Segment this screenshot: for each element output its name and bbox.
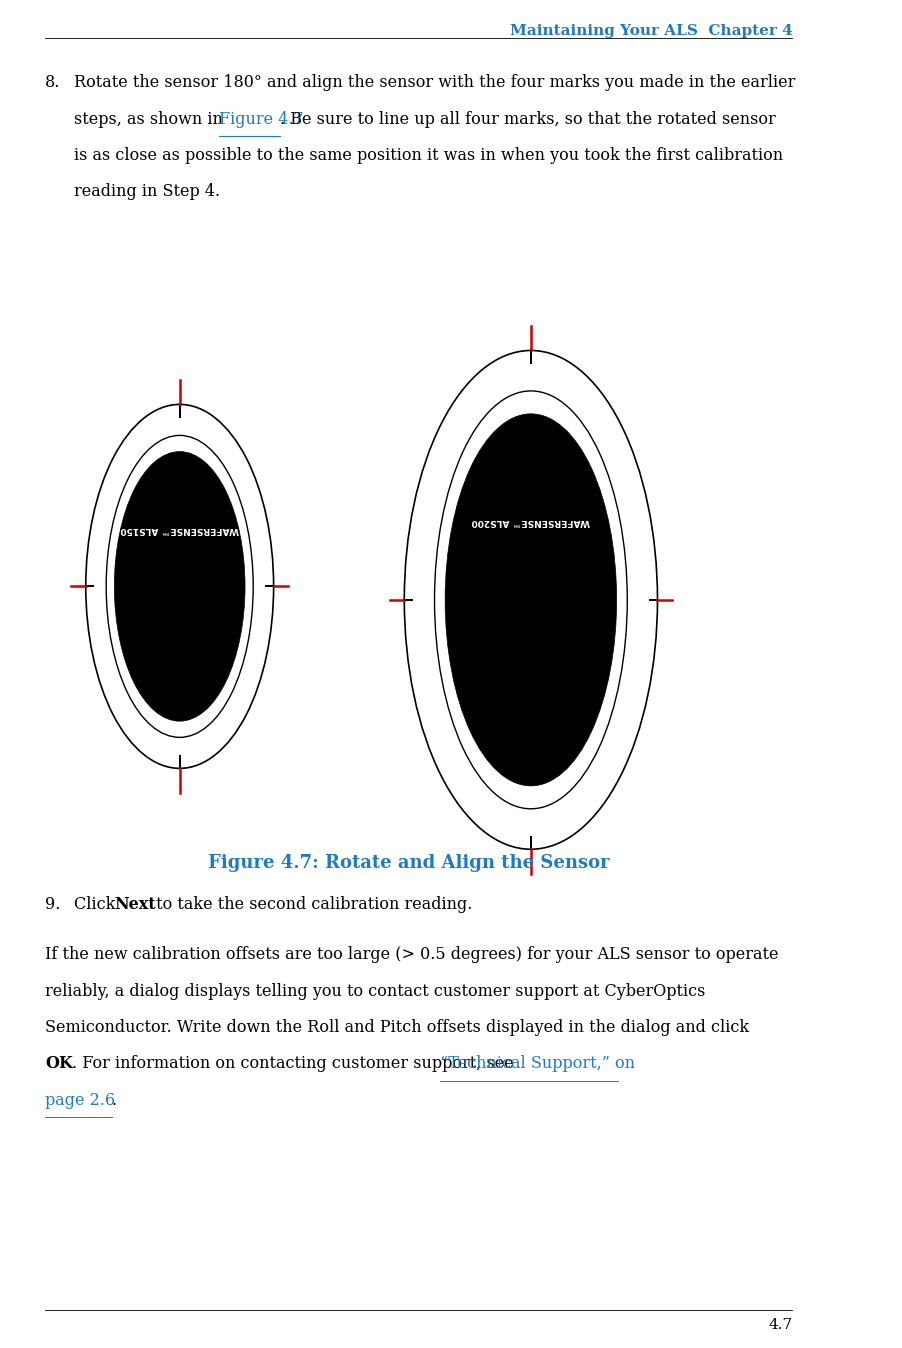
Ellipse shape (106, 435, 253, 737)
Text: “Technical Support,” on: “Technical Support,” on (440, 1055, 635, 1073)
Text: WAFERSENSE™ ALS150: WAFERSENSE™ ALS150 (121, 526, 239, 534)
Text: Figure 4.7: Figure 4.7 (219, 111, 304, 128)
Text: reading in Step 4.: reading in Step 4. (73, 183, 219, 201)
Text: Rotate the sensor 180° and align the sensor with the four marks you made in the : Rotate the sensor 180° and align the sen… (73, 74, 795, 92)
Text: page 2.6: page 2.6 (45, 1092, 115, 1109)
Text: reliably, a dialog displays telling you to contact customer support at CyberOpti: reliably, a dialog displays telling you … (45, 983, 705, 1000)
Ellipse shape (115, 452, 245, 721)
Text: Maintaining Your ALS  Chapter 4: Maintaining Your ALS Chapter 4 (510, 24, 792, 38)
Ellipse shape (445, 414, 617, 786)
Text: .: . (112, 1092, 117, 1109)
Text: Semiconductor. Write down the Roll and Pitch offsets displayed in the dialog and: Semiconductor. Write down the Roll and P… (45, 1019, 749, 1037)
Text: is as close as possible to the same position it was in when you took the first c: is as close as possible to the same posi… (73, 147, 783, 164)
Text: . Be sure to line up all four marks, so that the rotated sensor: . Be sure to line up all four marks, so … (281, 111, 776, 128)
Text: WAFERSENSE™ ALS200: WAFERSENSE™ ALS200 (472, 518, 590, 526)
Text: OK: OK (45, 1055, 73, 1073)
Text: steps, as shown in: steps, as shown in (73, 111, 227, 128)
Ellipse shape (435, 391, 627, 809)
Text: 9.: 9. (45, 896, 60, 914)
Text: to take the second calibration reading.: to take the second calibration reading. (152, 896, 473, 914)
Ellipse shape (86, 404, 273, 768)
Text: Next: Next (115, 896, 156, 914)
Text: Figure 4.7: Rotate and Align the Sensor: Figure 4.7: Rotate and Align the Sensor (207, 853, 609, 872)
Text: . For information on contacting customer support, see: . For information on contacting customer… (72, 1055, 519, 1073)
Text: Click: Click (73, 896, 120, 914)
Text: If the new calibration offsets are too large (> 0.5 degrees) for your ALS sensor: If the new calibration offsets are too l… (45, 946, 778, 964)
Ellipse shape (404, 350, 658, 849)
Text: 4.7: 4.7 (769, 1318, 792, 1332)
Text: 8.: 8. (45, 74, 60, 92)
